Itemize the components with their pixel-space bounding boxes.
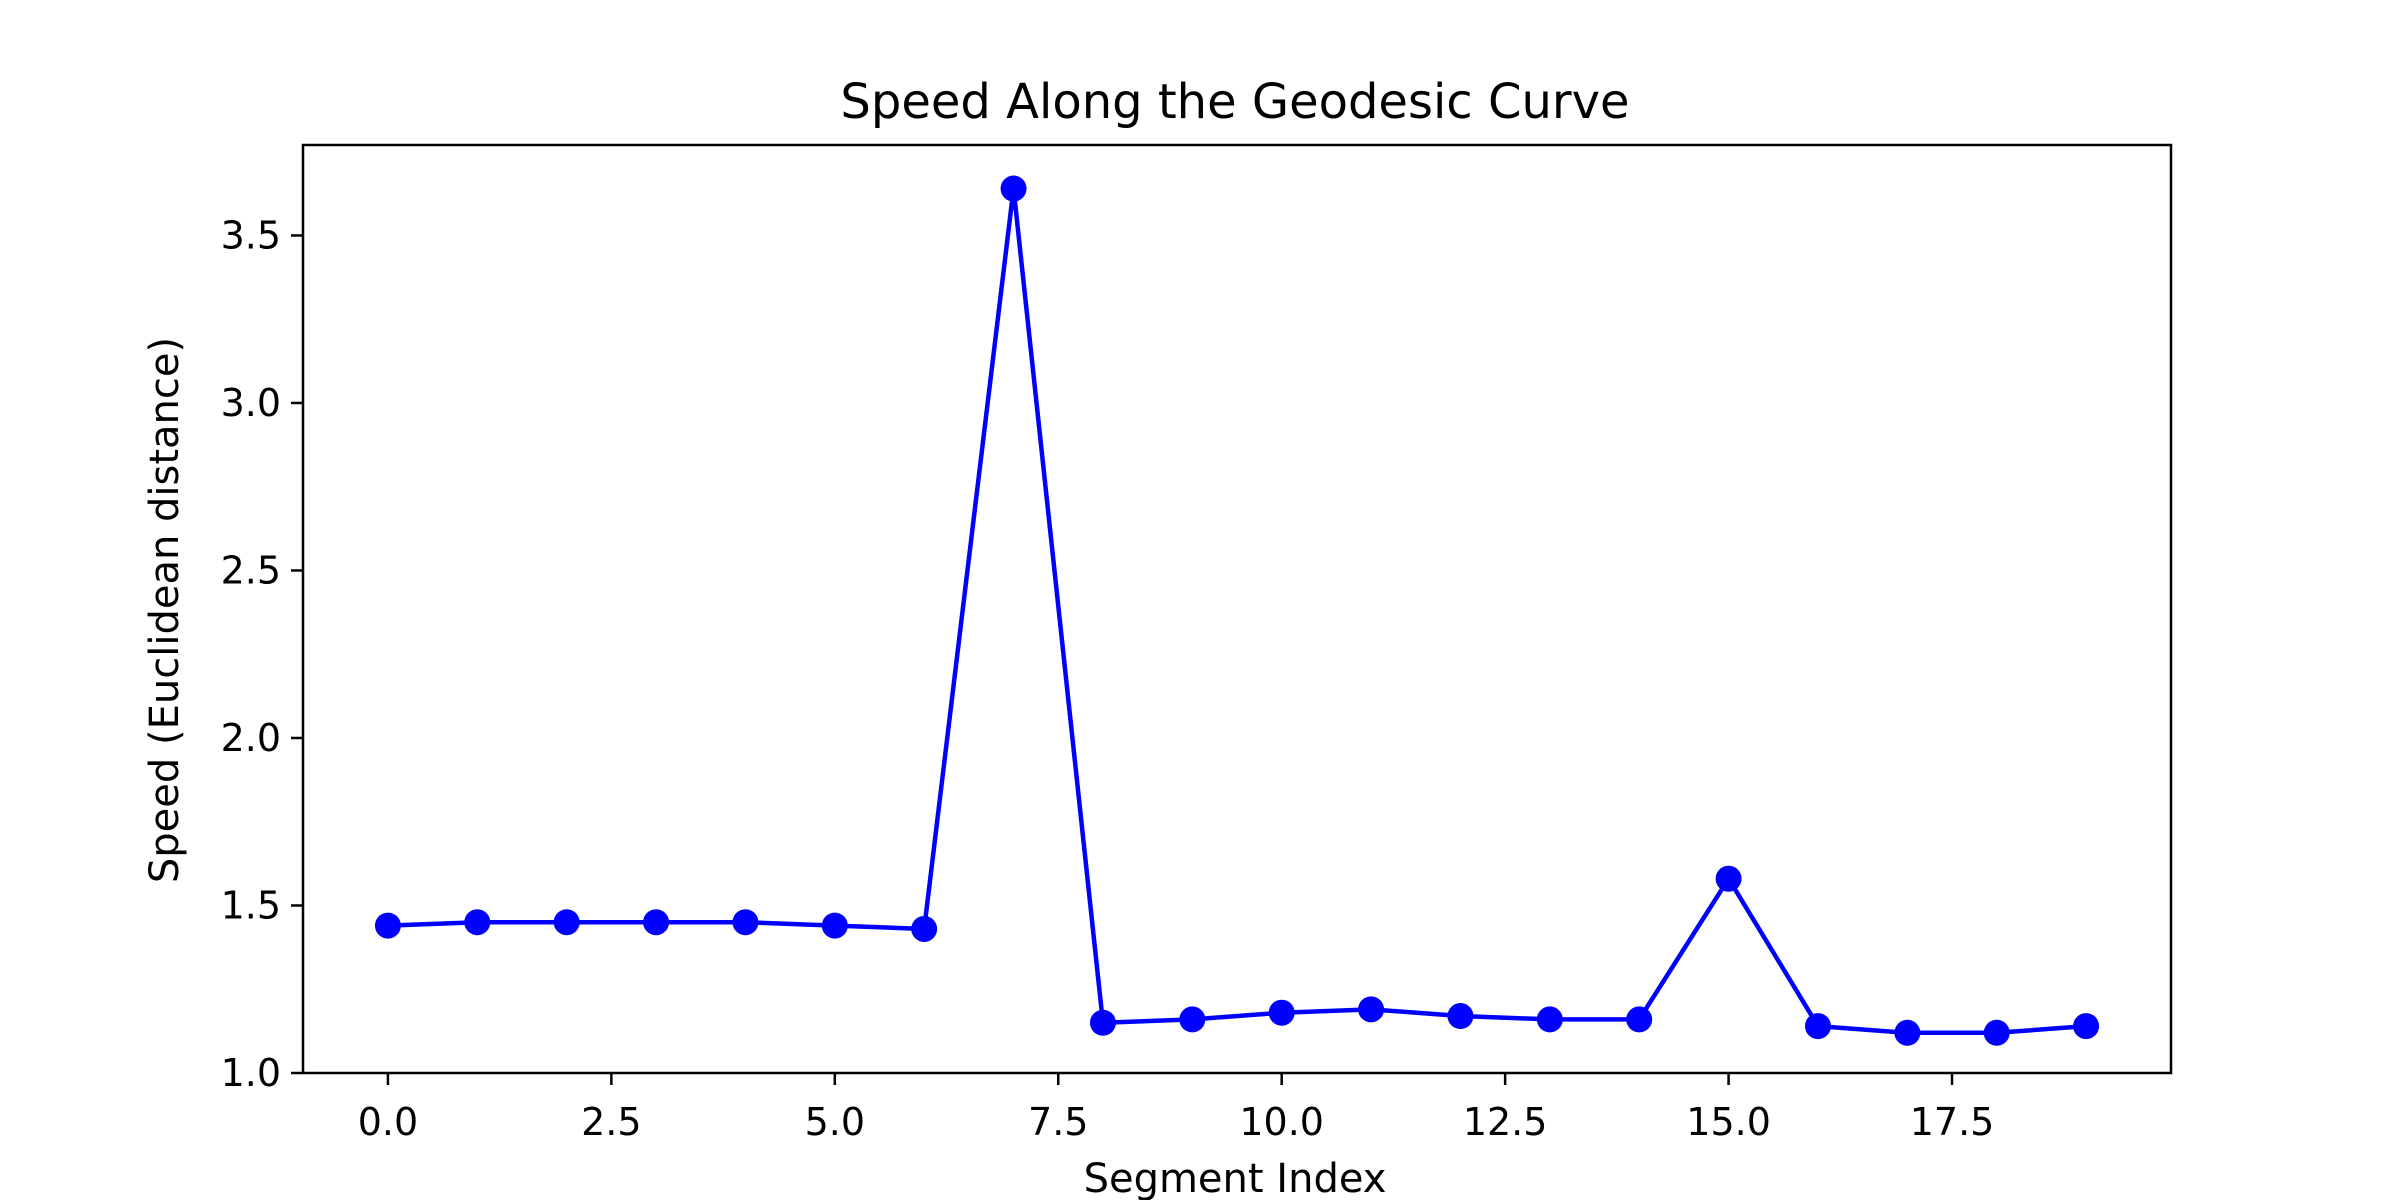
x-tick-label: 12.5: [1463, 1100, 1548, 1144]
series-line: [387, 186, 2087, 1036]
y-tick-label: 3.0: [221, 381, 281, 425]
data-point: [374, 912, 401, 939]
y-tick-label: 2.5: [221, 548, 281, 592]
data-point: [1894, 1019, 1921, 1046]
data-point: [911, 915, 938, 942]
data-point: [1715, 865, 1742, 892]
x-tick-label: 7.5: [1028, 1100, 1088, 1144]
data-point: [553, 909, 580, 936]
y-axis-label: Speed (Euclidean distance): [142, 337, 188, 883]
y-tick-label: 1.5: [221, 883, 281, 927]
data-point: [1626, 1006, 1653, 1033]
y-tick-label: 3.5: [221, 213, 281, 257]
data-point: [464, 909, 491, 936]
x-tick-label: 15.0: [1686, 1100, 1771, 1144]
data-point: [732, 909, 759, 936]
chart-title: Speed Along the Geodesic Curve: [840, 74, 1629, 130]
data-point: [2073, 1013, 2100, 1040]
y-tick-label: 1.0: [221, 1051, 281, 1095]
x-tick-label: 2.5: [581, 1100, 641, 1144]
x-axis-label: Segment Index: [1084, 1156, 1387, 1200]
data-point: [1089, 1009, 1116, 1036]
x-tick-label: 10.0: [1239, 1100, 1324, 1144]
data-point: [1358, 996, 1385, 1023]
data-point: [1536, 1006, 1563, 1033]
data-point: [1179, 1006, 1206, 1033]
y-tick-label: 2.0: [221, 716, 281, 760]
data-point: [643, 909, 670, 936]
x-tick-label: 0.0: [358, 1100, 418, 1144]
data-point: [1268, 999, 1295, 1026]
plot-area: 0.0 2.5 5.0 7.5 10.0 12.5 15.0 17.5 1.0 1.5 2.0 2.5…: [221, 143, 2173, 1144]
data-point: [1804, 1013, 1831, 1040]
data-point: [821, 912, 848, 939]
axes-frame: [301, 143, 2173, 1075]
x-tick-label: 5.0: [805, 1100, 865, 1144]
data-point: [1983, 1019, 2010, 1046]
data-point: [1447, 1003, 1474, 1030]
x-tick-label: 17.5: [1910, 1100, 1995, 1144]
data-point: [1000, 175, 1027, 202]
